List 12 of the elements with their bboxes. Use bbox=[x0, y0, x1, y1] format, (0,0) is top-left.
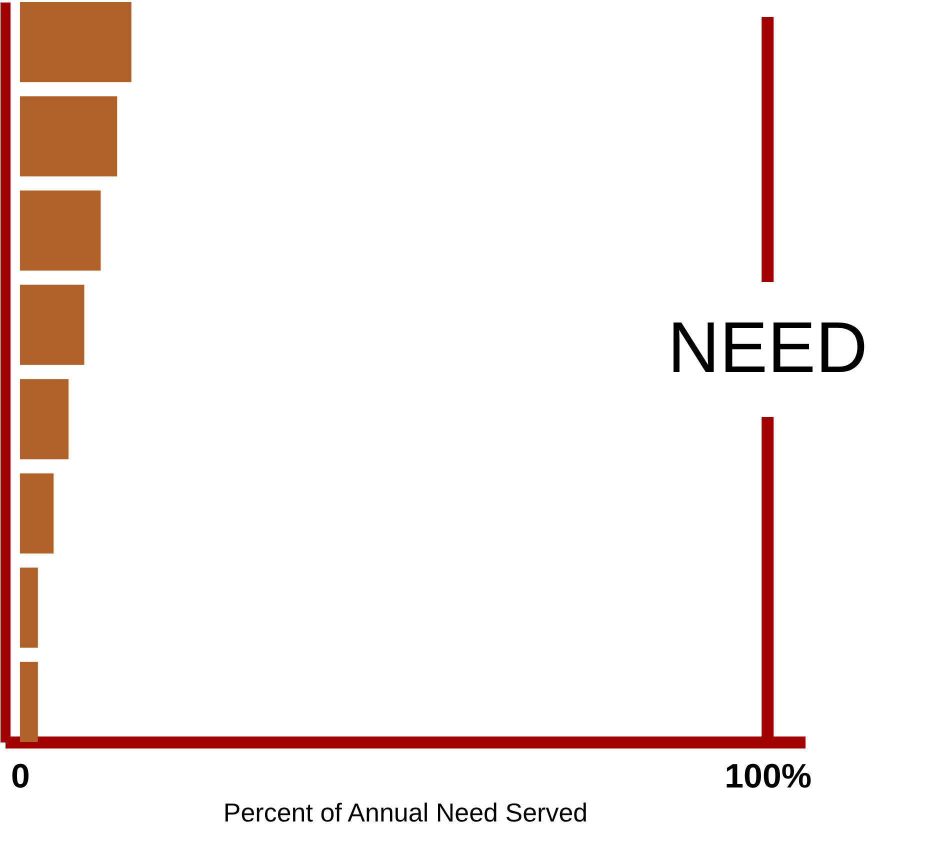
bar bbox=[20, 379, 69, 460]
bar bbox=[20, 190, 101, 271]
ref-line-label: NEED bbox=[668, 308, 868, 388]
x-tick-label: 0 bbox=[10, 758, 30, 796]
bar bbox=[20, 473, 54, 554]
x-axis-title: Percent of Annual Need Served bbox=[223, 798, 588, 828]
bar bbox=[20, 662, 38, 742]
bar bbox=[20, 284, 84, 365]
bar bbox=[20, 568, 38, 648]
x-tick-label: 100% bbox=[724, 758, 812, 796]
bar bbox=[20, 2, 132, 82]
bar bbox=[20, 96, 118, 176]
